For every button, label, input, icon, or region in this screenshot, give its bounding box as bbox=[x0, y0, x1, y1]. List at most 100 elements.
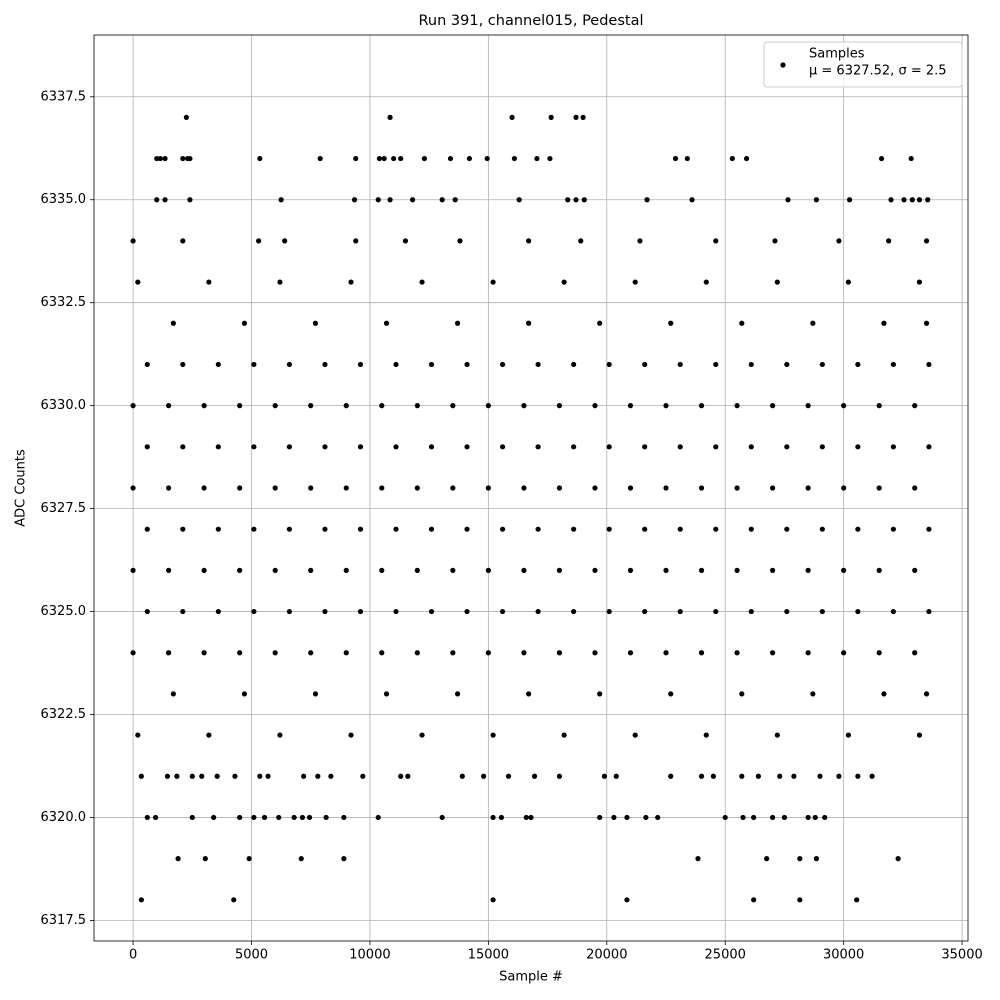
point bbox=[663, 485, 669, 491]
point bbox=[312, 691, 319, 697]
point bbox=[393, 608, 399, 615]
point bbox=[713, 361, 719, 368]
point bbox=[291, 814, 297, 821]
y-tick-label: 6325.0 bbox=[41, 604, 87, 619]
point bbox=[328, 773, 334, 779]
point bbox=[272, 485, 278, 491]
point bbox=[751, 897, 757, 903]
point bbox=[734, 403, 740, 409]
point bbox=[348, 279, 354, 285]
point bbox=[206, 279, 212, 285]
point bbox=[484, 155, 490, 162]
point bbox=[166, 485, 172, 491]
x-tick-label: 15000 bbox=[468, 948, 509, 963]
point bbox=[251, 608, 257, 615]
point bbox=[739, 320, 745, 326]
point bbox=[409, 197, 416, 203]
point bbox=[265, 773, 271, 779]
point bbox=[466, 155, 473, 162]
point bbox=[439, 814, 445, 821]
point bbox=[926, 361, 932, 368]
point bbox=[713, 238, 719, 244]
point bbox=[315, 773, 321, 779]
point bbox=[231, 897, 237, 903]
point bbox=[923, 691, 930, 697]
point bbox=[890, 608, 896, 615]
point bbox=[498, 814, 504, 821]
y-tick-label: 6327.5 bbox=[41, 501, 87, 516]
point bbox=[154, 155, 160, 162]
point bbox=[357, 361, 364, 368]
point bbox=[499, 608, 506, 615]
point bbox=[841, 567, 847, 573]
point bbox=[855, 608, 861, 615]
point bbox=[755, 773, 761, 779]
point bbox=[926, 526, 932, 532]
point bbox=[624, 814, 630, 821]
x-tick-label: 25000 bbox=[705, 948, 746, 963]
y-tick-label: 6332.5 bbox=[41, 295, 87, 310]
point bbox=[419, 732, 425, 738]
point bbox=[713, 444, 719, 450]
point bbox=[454, 691, 461, 697]
point bbox=[485, 567, 491, 573]
point bbox=[439, 197, 445, 203]
point bbox=[854, 897, 860, 903]
point bbox=[308, 650, 314, 656]
point bbox=[180, 238, 186, 244]
point bbox=[886, 238, 892, 244]
point bbox=[534, 155, 540, 162]
y-axis-label: ADC Counts bbox=[14, 449, 29, 527]
point bbox=[170, 320, 176, 326]
point bbox=[556, 567, 563, 573]
point bbox=[459, 773, 465, 779]
point bbox=[499, 526, 506, 532]
point bbox=[797, 856, 803, 862]
point bbox=[637, 238, 643, 244]
point bbox=[774, 279, 780, 285]
point bbox=[698, 485, 705, 491]
point bbox=[643, 814, 649, 821]
point bbox=[528, 814, 534, 821]
point bbox=[813, 856, 820, 862]
point bbox=[257, 773, 263, 779]
point bbox=[677, 444, 683, 450]
point bbox=[769, 814, 776, 821]
point bbox=[876, 403, 882, 409]
point bbox=[644, 197, 650, 203]
x-tick-label: 0 bbox=[129, 948, 137, 963]
point bbox=[810, 320, 816, 326]
point bbox=[592, 403, 598, 409]
point bbox=[855, 361, 861, 368]
point bbox=[663, 567, 669, 573]
point bbox=[215, 608, 221, 615]
point bbox=[739, 773, 745, 779]
point bbox=[357, 608, 364, 615]
point bbox=[769, 403, 776, 409]
point bbox=[187, 155, 193, 162]
x-tick-label: 10000 bbox=[349, 948, 390, 963]
point bbox=[613, 773, 619, 779]
point bbox=[561, 732, 567, 738]
point bbox=[278, 197, 284, 203]
point bbox=[805, 814, 811, 821]
point bbox=[556, 773, 563, 779]
point bbox=[784, 361, 790, 368]
point bbox=[379, 650, 385, 656]
point bbox=[876, 567, 882, 573]
point bbox=[246, 856, 252, 862]
point bbox=[286, 444, 293, 450]
point bbox=[201, 650, 207, 656]
point bbox=[916, 732, 923, 738]
point bbox=[272, 650, 278, 656]
legend: Samples μ = 6327.52, σ = 2.5 bbox=[763, 41, 963, 88]
point bbox=[556, 485, 563, 491]
point bbox=[578, 238, 584, 244]
point bbox=[357, 526, 364, 532]
point bbox=[130, 567, 136, 573]
point bbox=[805, 485, 811, 491]
legend-note: μ = 6327.52, σ = 2.5 bbox=[809, 64, 947, 79]
point bbox=[769, 485, 776, 491]
point bbox=[298, 856, 304, 862]
